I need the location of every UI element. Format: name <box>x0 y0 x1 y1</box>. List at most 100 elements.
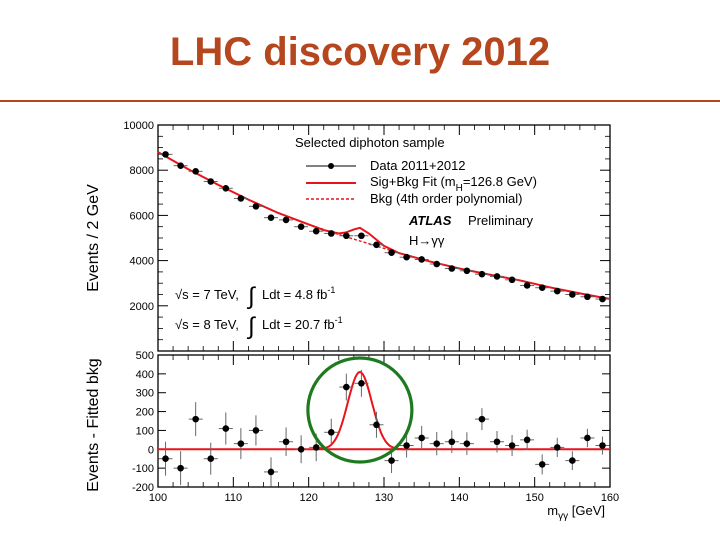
bottom-data-point <box>463 440 471 447</box>
bottom-data-point <box>569 457 576 464</box>
top-data-point <box>177 162 184 169</box>
bottom-data-point <box>222 425 230 432</box>
top-data-point <box>538 284 546 292</box>
top-data-point <box>508 276 516 284</box>
x-tick-label: 120 <box>299 492 317 504</box>
bottom-ticks: -200 -100 0 100 200 300 400 500 100 110 120 130 140 1… <box>132 125 619 504</box>
lumi-7tev-value: Ldt = 4.8 fb-1 <box>262 285 335 302</box>
top-y-tick-label: 6000 <box>130 210 154 222</box>
top-data-point <box>327 230 335 237</box>
x-axis-label: mγγ [GeV] <box>547 503 605 522</box>
experiment-label: ATLAS <box>408 213 452 228</box>
bottom-data-point <box>448 438 456 446</box>
top-data-point <box>237 195 245 202</box>
bottom-data-point <box>433 440 441 447</box>
bottom-data-point <box>418 434 425 442</box>
bottom-data-point <box>584 434 591 442</box>
slide-title: LHC discovery 2012 <box>169 30 551 74</box>
legend-bkg-label: Bkg (4th order polynomial) <box>370 191 522 206</box>
top-data-point <box>553 287 561 295</box>
x-minor-ticks <box>172 125 596 487</box>
bottom-y-tick-label: 400 <box>136 369 154 381</box>
top-data-point <box>463 267 471 275</box>
top-data-point <box>358 232 365 240</box>
bottom-data-point <box>478 415 486 423</box>
bottom-data-point <box>297 445 305 453</box>
top-y-tick-label: 4000 <box>130 256 154 268</box>
top-data-point <box>343 232 350 240</box>
top-data-point <box>297 223 305 230</box>
top-data-point <box>222 184 230 192</box>
top-data-point <box>523 282 531 289</box>
bottom-data-point <box>553 444 561 451</box>
x-tick-label: 110 <box>225 492 243 504</box>
bottom-y-axis-label: Events - Fitted bkg <box>85 358 102 491</box>
bottom-data-point <box>493 438 501 446</box>
top-data-point <box>388 249 395 256</box>
bottom-data-point <box>192 415 199 423</box>
top-data-point <box>312 227 320 235</box>
bottom-data-point <box>508 442 516 449</box>
top-data-point <box>493 273 501 280</box>
top-y-tick-label: 10000 <box>123 120 154 132</box>
bottom-data-point <box>523 436 531 444</box>
bottom-data-point <box>373 421 380 429</box>
lumi-7tev-energy: √s = 7 TeV, <box>175 287 239 302</box>
bottom-data-point <box>388 457 395 464</box>
title-divider <box>0 100 720 102</box>
signal-highlight-circle <box>306 356 414 464</box>
bottom-data-point <box>538 461 546 468</box>
bottom-data-point <box>312 444 320 451</box>
lumi-8tev-energy: √s = 8 TeV, <box>175 317 239 332</box>
status-label: Preliminary <box>468 213 534 228</box>
bottom-y-tick-label: -200 <box>132 482 154 494</box>
top-data-point <box>584 293 591 301</box>
signal-peak-curve <box>314 370 406 451</box>
bottom-y-tick-label: 200 <box>136 407 154 419</box>
bottom-data-point <box>599 442 606 449</box>
legend-data-marker <box>328 163 334 169</box>
channel-label: H→γγ <box>409 233 445 248</box>
top-data-point <box>162 151 169 158</box>
bottom-data-point <box>358 379 365 387</box>
top-data-point <box>267 214 275 221</box>
x-tick-label: 160 <box>601 492 619 504</box>
bottom-data-points <box>158 369 610 487</box>
top-y-tick-label: 2000 <box>130 301 154 313</box>
top-data-point <box>252 203 260 210</box>
x-tick-label: 130 <box>375 492 393 504</box>
top-data-point <box>418 256 425 263</box>
top-data-point <box>478 270 486 278</box>
bottom-data-point <box>343 383 350 391</box>
top-data-point <box>569 291 576 298</box>
top-y-ticks: 2000 4000 6000 8000 10000 <box>123 120 610 341</box>
x-tick-label: 140 <box>450 492 468 504</box>
legend-fit-label: Sig+Bkg Fit (mH=126.8 GeV) <box>370 174 537 194</box>
top-y-tick-label: 8000 <box>130 165 154 177</box>
bottom-data-point <box>327 429 335 436</box>
top-data-point <box>207 178 215 185</box>
bottom-y-tick-label: 300 <box>136 388 154 400</box>
legend-data-label: Data 2011+2012 <box>370 158 466 173</box>
lumi-8tev-value: Ldt = 20.7 fb-1 <box>262 315 343 332</box>
top-data-point <box>282 216 290 224</box>
bottom-y-tick-label: 500 <box>136 350 154 362</box>
top-data-point <box>448 265 456 272</box>
top-data-points <box>158 151 610 303</box>
bottom-data-point <box>267 468 275 476</box>
chart-title: Selected diphoton sample <box>295 135 445 150</box>
top-data-point <box>192 168 199 175</box>
lumi-7tev-integral-sign: ∫ <box>246 283 256 310</box>
bottom-y-tick-label: 0 <box>148 444 154 456</box>
bottom-data-point <box>252 427 260 434</box>
lumi-8tev-integral-sign: ∫ <box>246 313 256 340</box>
top-data-point <box>433 260 441 268</box>
x-tick-label: 150 <box>525 492 543 504</box>
top-y-axis-label: Events / 2 GeV <box>85 184 102 292</box>
bottom-data-point <box>207 455 215 463</box>
bottom-y-tick-label: 100 <box>136 425 154 437</box>
x-tick-label: 100 <box>149 492 167 504</box>
legend: Data 2011+2012 Sig+Bkg Fit (mH=126.8 GeV… <box>306 158 537 206</box>
bottom-data-point <box>282 438 290 446</box>
